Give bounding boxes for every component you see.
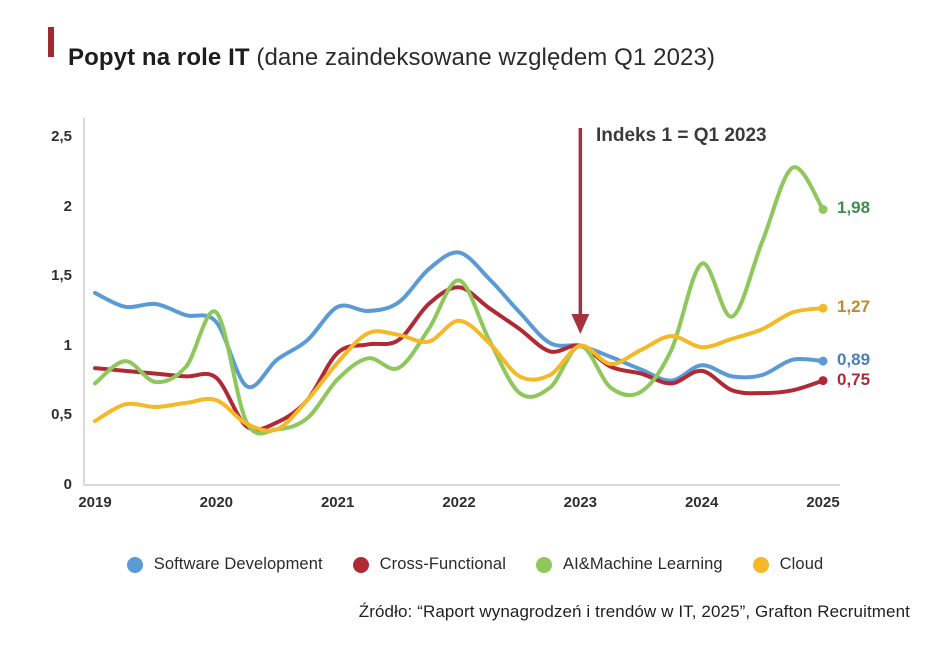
legend-item-software-development: Software Development <box>126 555 323 574</box>
series-end-dot-ai-machine-learning <box>818 204 828 214</box>
chart-legend: Software Development Cross-Functional AI&M… <box>0 555 950 574</box>
legend-item-cross-functional: Cross-Functional <box>352 555 506 574</box>
annotation-label: Indeks 1 = Q1 2023 <box>596 125 767 146</box>
y-tick-2-5: 2,5 <box>51 128 72 145</box>
series-line-ai-machine-learning <box>93 165 825 436</box>
y-tick-1-5: 1,5 <box>51 267 72 285</box>
series-line-cross-functional <box>93 285 825 432</box>
x-tick-2024: 2024 <box>684 494 719 511</box>
x-tick-2022: 2022 <box>442 494 476 511</box>
end-label-cross-functional: 0,75 <box>837 369 871 389</box>
legend-dot-icon-cloud <box>752 556 769 573</box>
page-title-subtitle: (dane zaindeksowane względem Q1 2023) <box>249 44 716 72</box>
series-end-dot-cloud <box>818 303 828 313</box>
y-tick-1: 1 <box>63 336 72 354</box>
legend-dot-icon-ai-machine-learning <box>535 556 552 573</box>
end-label-cloud: 1,27 <box>837 297 871 317</box>
page-title-bold: Popyt na role IT <box>68 44 250 72</box>
x-tick-2019: 2019 <box>78 494 112 511</box>
legend-label-cross-functional: Cross-Functional <box>379 555 506 573</box>
x-tick-2025: 2025 <box>806 494 840 511</box>
x-tick-2020: 2020 <box>199 494 234 511</box>
legend-label-ai-machine-learning: AI&Machine Learning <box>562 555 723 573</box>
legend-dot-icon-software-development <box>126 556 143 573</box>
series-line-cloud <box>93 306 825 433</box>
end-label-ai-machine-learning: 1,98 <box>837 198 871 218</box>
legend-item-ai-machine-learning: AI&Machine Learning <box>535 555 723 574</box>
title-accent-bar <box>48 27 54 57</box>
x-tick-2023: 2023 <box>563 494 598 511</box>
source-caption: Źródło: “Raport wynagrodzeń i trendów w … <box>358 602 910 621</box>
series-end-dot-cross-functional <box>818 376 828 386</box>
page-title: Popyt na role IT (dane zaindeksowane wzg… <box>68 42 715 74</box>
y-tick-2: 2 <box>63 197 72 215</box>
y-tick-0: 0 <box>63 476 72 493</box>
x-tick-2021: 2021 <box>320 494 355 511</box>
annotation-arrowhead <box>571 314 590 334</box>
end-label-software-development: 0,89 <box>837 350 871 370</box>
legend-dot-icon-cross-functional <box>352 556 369 573</box>
series-end-dot-software-development <box>818 356 828 366</box>
legend-label-cloud: Cloud <box>779 555 824 573</box>
legend-label-software-development: Software Development <box>153 555 323 573</box>
legend-item-cloud: Cloud <box>752 555 824 574</box>
y-tick-0-5: 0,5 <box>51 406 72 424</box>
series-line-software-development <box>93 250 825 390</box>
